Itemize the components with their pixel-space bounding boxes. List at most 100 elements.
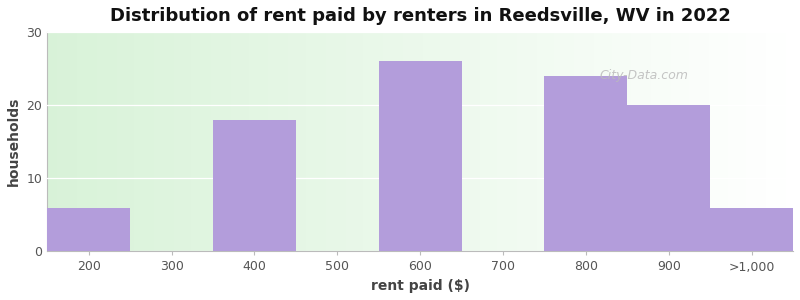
Bar — [698, 32, 701, 251]
Bar — [606, 32, 609, 251]
Bar — [582, 32, 584, 251]
Bar — [119, 32, 122, 251]
Bar — [773, 32, 776, 251]
Bar — [157, 32, 159, 251]
Bar — [778, 32, 781, 251]
Bar — [398, 32, 400, 251]
Bar — [301, 32, 303, 251]
Bar — [686, 32, 689, 251]
Bar — [281, 32, 283, 251]
Bar — [346, 32, 348, 251]
Bar — [353, 32, 355, 251]
Bar — [584, 32, 586, 251]
Bar — [743, 32, 746, 251]
Bar — [562, 32, 564, 251]
Bar — [711, 32, 714, 251]
Bar — [380, 32, 383, 251]
Bar — [420, 32, 422, 251]
Bar — [378, 61, 462, 251]
Bar — [519, 32, 522, 251]
Bar — [592, 32, 594, 251]
Bar — [754, 32, 756, 251]
Bar — [545, 76, 627, 251]
Bar — [478, 32, 480, 251]
Bar — [139, 32, 142, 251]
Bar — [525, 32, 527, 251]
Bar — [209, 32, 211, 251]
Bar — [557, 32, 559, 251]
Bar — [599, 32, 602, 251]
Bar — [736, 32, 738, 251]
Bar — [602, 32, 604, 251]
Bar — [294, 32, 296, 251]
Bar — [530, 32, 532, 251]
Bar — [532, 32, 534, 251]
Bar — [723, 32, 726, 251]
Bar — [480, 32, 482, 251]
Bar — [244, 32, 246, 251]
Bar — [467, 32, 470, 251]
Bar — [50, 32, 52, 251]
Bar — [206, 32, 209, 251]
Bar — [676, 32, 678, 251]
Bar — [105, 32, 107, 251]
Bar — [425, 32, 428, 251]
Bar — [539, 32, 542, 251]
Bar — [60, 32, 62, 251]
Bar — [393, 32, 395, 251]
Bar — [545, 32, 547, 251]
Bar — [527, 32, 530, 251]
Bar — [574, 32, 577, 251]
Bar — [72, 32, 74, 251]
Bar — [174, 32, 177, 251]
Bar — [781, 32, 783, 251]
Bar — [199, 32, 202, 251]
Bar — [709, 32, 711, 251]
Bar — [534, 32, 537, 251]
Bar — [462, 32, 465, 251]
Bar — [400, 32, 402, 251]
Bar — [438, 32, 440, 251]
Bar — [624, 32, 626, 251]
Bar — [202, 32, 204, 251]
Bar — [552, 32, 554, 251]
Bar — [224, 32, 226, 251]
Bar — [716, 32, 718, 251]
Bar — [226, 32, 229, 251]
Bar — [706, 32, 709, 251]
Bar — [413, 32, 415, 251]
Bar — [453, 32, 455, 251]
Bar — [783, 32, 786, 251]
Bar — [646, 32, 649, 251]
Bar — [678, 32, 681, 251]
Bar — [164, 32, 166, 251]
Bar — [734, 32, 736, 251]
Bar — [788, 32, 790, 251]
Bar — [283, 32, 286, 251]
Bar — [786, 32, 788, 251]
Bar — [341, 32, 343, 251]
Bar — [619, 32, 622, 251]
Bar — [671, 32, 674, 251]
Bar — [303, 32, 306, 251]
Bar — [614, 32, 617, 251]
Bar — [482, 32, 485, 251]
Bar — [358, 32, 361, 251]
Bar — [204, 32, 206, 251]
Bar — [348, 32, 350, 251]
Bar — [90, 32, 92, 251]
Bar — [500, 32, 502, 251]
Bar — [333, 32, 336, 251]
Bar — [126, 32, 130, 251]
Bar — [137, 32, 139, 251]
Bar — [343, 32, 346, 251]
Bar — [776, 32, 778, 251]
Bar — [189, 32, 191, 251]
Bar — [112, 32, 114, 251]
Bar — [631, 32, 634, 251]
Bar — [194, 32, 197, 251]
Bar — [662, 32, 664, 251]
Bar — [738, 32, 741, 251]
Bar — [196, 32, 199, 251]
Bar — [373, 32, 375, 251]
